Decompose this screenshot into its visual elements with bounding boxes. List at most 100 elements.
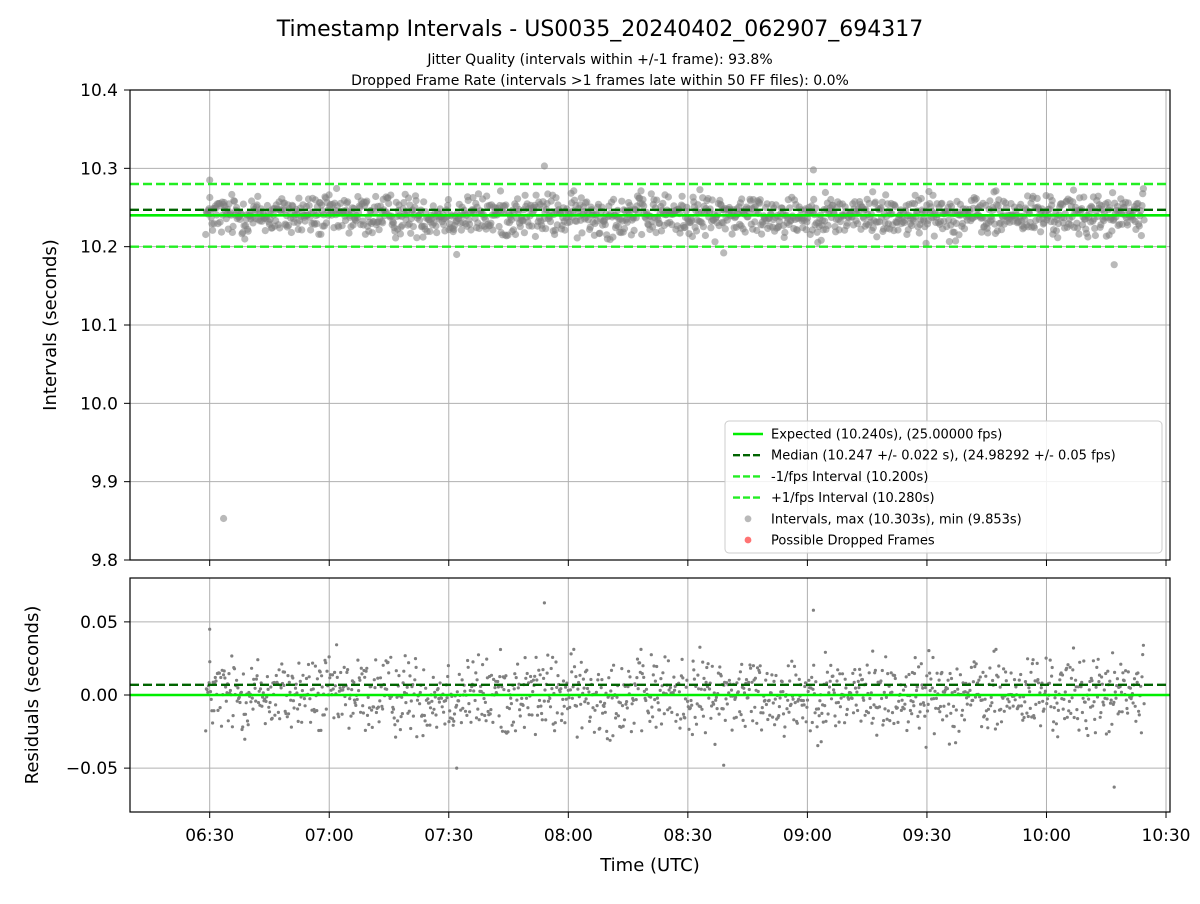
residual-point [990, 701, 994, 705]
residual-point [579, 660, 583, 664]
residual-point [395, 695, 399, 699]
interval-point [802, 226, 810, 234]
residual-point [1080, 710, 1084, 715]
chart-subtitle-dropped: Dropped Frame Rate (intervals >1 frames … [351, 73, 849, 89]
residual-point [614, 712, 618, 716]
xlabel: Time (UTC) [599, 855, 700, 876]
residual-point [311, 687, 315, 691]
residual-point [868, 696, 872, 701]
residual-point [407, 709, 411, 713]
residual-point [1036, 681, 1041, 685]
residual-point [372, 678, 376, 682]
residual-point [261, 691, 265, 695]
residual-point [832, 688, 836, 692]
residual-point [398, 728, 402, 732]
residual-point [350, 688, 354, 692]
residual-point [594, 690, 599, 695]
residual-point [330, 673, 335, 677]
residual-point [833, 714, 837, 718]
residual-point [327, 655, 331, 659]
legend-box [724, 420, 1163, 554]
residual-point [268, 700, 272, 705]
residual-point [838, 672, 842, 676]
interval-point [206, 176, 214, 184]
residual-point [683, 697, 688, 701]
residual-point [808, 729, 812, 733]
residual-point [260, 704, 264, 708]
residual-point [267, 705, 271, 709]
residual-point [274, 673, 278, 678]
residual-point [921, 686, 925, 690]
residual-point [893, 676, 897, 681]
residual-point [1055, 701, 1059, 705]
residual-point [882, 690, 886, 695]
residual-point [284, 711, 288, 716]
residual-point [400, 695, 404, 699]
residual-point [690, 732, 695, 737]
interval-point [701, 231, 710, 240]
residual-point [393, 723, 397, 727]
interval-point [407, 229, 415, 237]
residual-point [498, 675, 502, 679]
residual-point [1032, 714, 1036, 718]
residual-point [556, 674, 560, 678]
residual-point [1084, 726, 1089, 731]
interval-point [708, 196, 716, 204]
residual-point [523, 656, 527, 660]
residual-point [581, 677, 586, 681]
residual-point [367, 722, 371, 727]
residual-point [559, 718, 564, 723]
residual-point [294, 682, 298, 686]
residual-point [542, 676, 546, 681]
interval-point [338, 222, 346, 230]
interval-point [1139, 185, 1147, 193]
interval-point [333, 184, 341, 193]
interval-point [1108, 227, 1116, 235]
residual-point [373, 686, 377, 690]
residual-point [843, 721, 847, 725]
residual-point [463, 689, 467, 693]
residual-point [1042, 707, 1046, 711]
residual-point [397, 674, 401, 678]
residual-point [744, 678, 749, 682]
residual-point [608, 738, 612, 742]
xtick-label: 09:30 [902, 826, 951, 846]
residual-point [734, 695, 738, 700]
residual-point [602, 704, 606, 709]
residual-point [1067, 699, 1071, 704]
interval-point [917, 194, 925, 203]
residual-point [496, 679, 500, 684]
residual-point [934, 706, 938, 710]
top-ytick-label: 10.2 [80, 238, 118, 258]
residual-point [455, 690, 459, 694]
residual-point [363, 675, 367, 679]
top-ytick-label: 10.0 [80, 394, 118, 414]
xtick-label: 08:00 [544, 826, 593, 846]
residual-point [756, 689, 760, 694]
residual-point [320, 685, 324, 689]
residual-point [548, 705, 553, 709]
residual-point [379, 685, 383, 689]
interval-point [419, 233, 427, 241]
interval-point [325, 191, 333, 199]
residual-point [381, 707, 385, 711]
residual-point [387, 671, 391, 675]
residual-point [913, 656, 917, 660]
residual-point [696, 673, 700, 677]
residual-point [1041, 699, 1045, 703]
residual-point [995, 722, 1000, 726]
residual-point [1072, 715, 1076, 720]
interval-point [495, 222, 503, 231]
residual-point [920, 683, 924, 687]
residual-point [502, 688, 506, 692]
interval-point [711, 238, 719, 246]
residual-point [430, 699, 434, 703]
residual-point [426, 697, 430, 701]
residual-point [211, 721, 215, 725]
residual-point [1009, 671, 1013, 675]
residual-point [999, 720, 1004, 724]
residual-point [592, 730, 597, 734]
residual-point [640, 729, 644, 733]
residual-point [287, 712, 291, 716]
residual-point [1141, 643, 1145, 647]
